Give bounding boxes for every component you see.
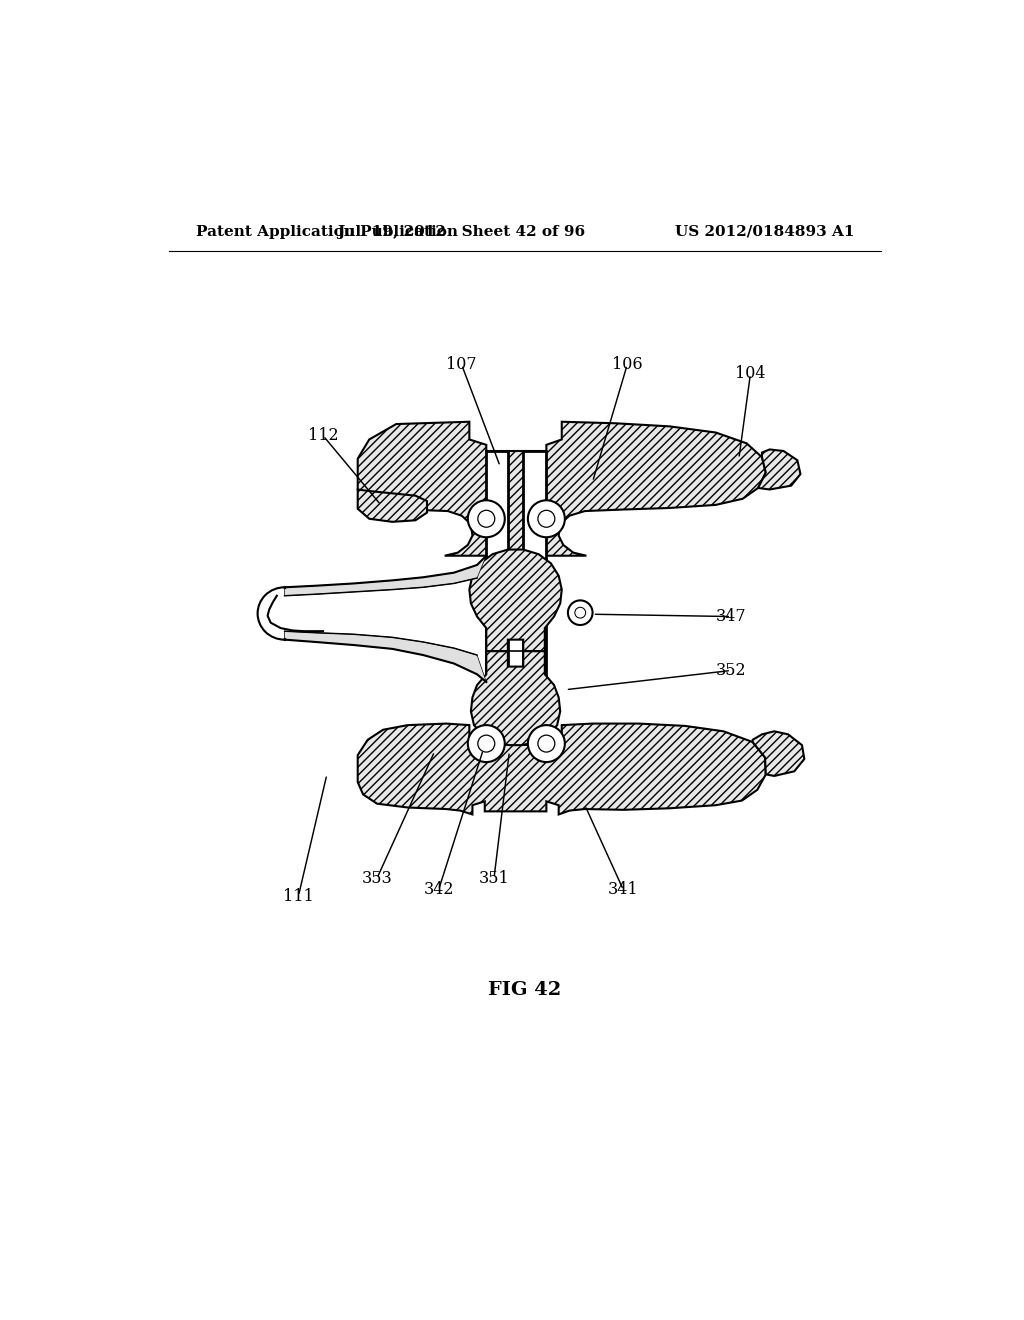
Text: FIG 42: FIG 42	[488, 981, 561, 999]
Circle shape	[574, 607, 586, 618]
Text: 104: 104	[735, 366, 766, 383]
Polygon shape	[486, 451, 508, 743]
Circle shape	[468, 500, 505, 537]
Circle shape	[528, 500, 565, 537]
Text: 351: 351	[478, 870, 509, 887]
Circle shape	[478, 735, 495, 752]
Text: 347: 347	[716, 609, 746, 626]
Circle shape	[478, 511, 495, 527]
Polygon shape	[523, 451, 547, 743]
Polygon shape	[469, 549, 562, 651]
Circle shape	[468, 725, 505, 762]
Polygon shape	[357, 723, 766, 814]
Text: Patent Application Publication: Patent Application Publication	[196, 224, 458, 239]
Text: 106: 106	[612, 356, 642, 374]
Text: 111: 111	[283, 887, 313, 904]
Polygon shape	[285, 631, 486, 682]
Polygon shape	[471, 651, 560, 744]
Text: Jul. 19, 2012   Sheet 42 of 96: Jul. 19, 2012 Sheet 42 of 96	[338, 224, 586, 239]
Text: US 2012/0184893 A1: US 2012/0184893 A1	[675, 224, 854, 239]
Circle shape	[528, 725, 565, 762]
Polygon shape	[357, 490, 427, 521]
Text: 353: 353	[361, 870, 392, 887]
Text: 342: 342	[423, 882, 454, 899]
Polygon shape	[357, 422, 766, 556]
Circle shape	[538, 511, 555, 527]
Text: 112: 112	[308, 428, 338, 444]
Polygon shape	[753, 731, 804, 776]
Circle shape	[538, 735, 555, 752]
Text: 341: 341	[608, 882, 639, 899]
Text: 107: 107	[446, 356, 477, 374]
Text: 352: 352	[716, 661, 746, 678]
Polygon shape	[285, 556, 486, 595]
Circle shape	[568, 601, 593, 626]
Polygon shape	[758, 449, 801, 490]
